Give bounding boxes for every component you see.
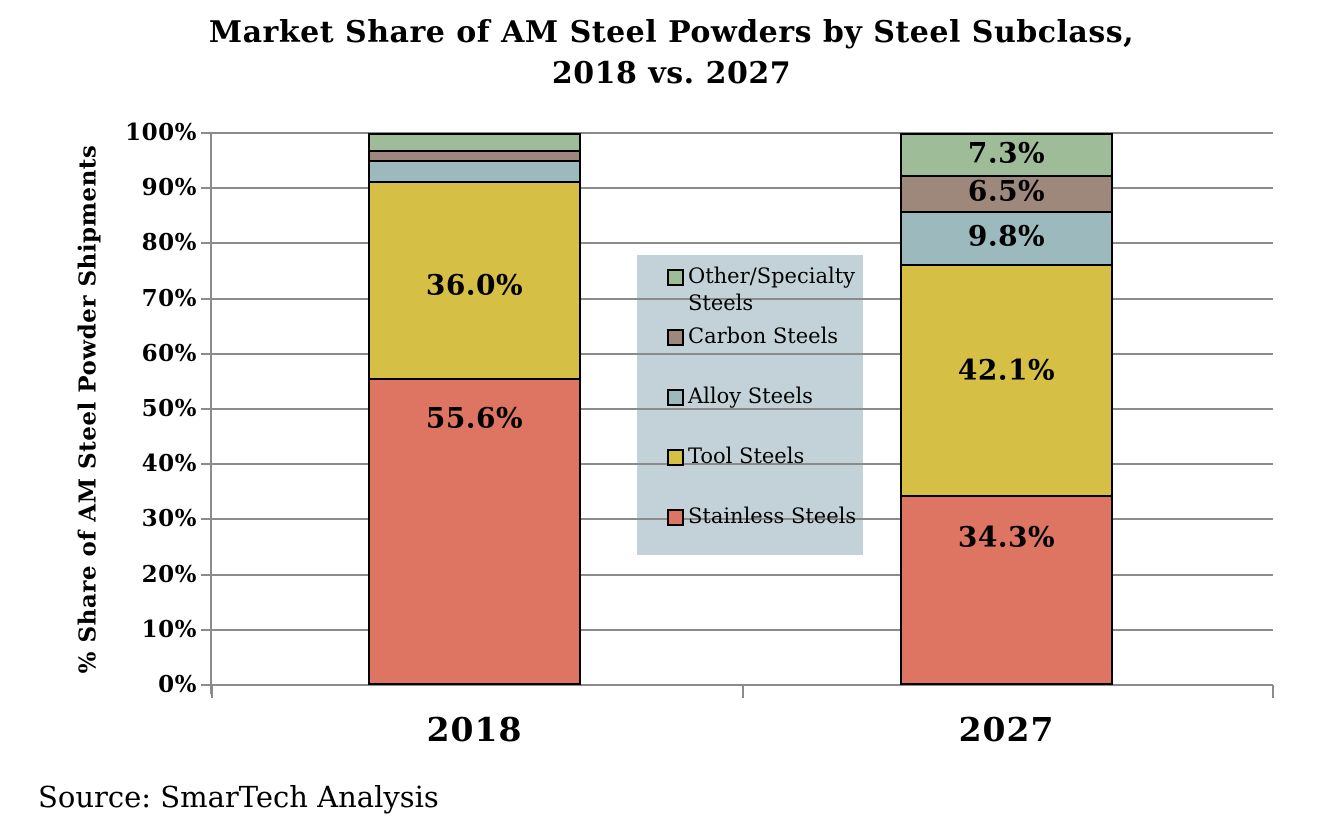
y-tick-label-100%: 100% bbox=[125, 119, 197, 146]
y-tick-label-40%: 40% bbox=[141, 450, 197, 478]
bar-segment-2018-tool-steels bbox=[370, 181, 579, 379]
legend-items: Other/Specialty Steels Carbon Steels Alloy… bbox=[667, 263, 857, 563]
y-tick-label-30%: 30% bbox=[141, 505, 197, 533]
data-label-2027-stainless-steels: 34.3% bbox=[957, 520, 1056, 554]
x-axis-tick bbox=[1272, 685, 1274, 698]
bar-segment-2018-carbon-steels bbox=[370, 150, 579, 161]
data-label-2018-tool-steels: 36.0% bbox=[425, 268, 524, 302]
gridline-10% bbox=[212, 628, 1273, 631]
bar-segment-2027-stainless-steels bbox=[902, 495, 1111, 683]
y-tick-label-20%: 20% bbox=[141, 560, 197, 588]
y-tick-label-80%: 80% bbox=[141, 229, 197, 257]
y-tick-label-10%: 10% bbox=[141, 615, 197, 643]
y-tick-label-50%: 50% bbox=[141, 395, 197, 422]
legend-label: Tool Steels bbox=[688, 444, 805, 468]
x-axis-label-2027: 2027 bbox=[958, 710, 1055, 749]
legend-item-tool-steels: Tool Steels bbox=[667, 443, 857, 503]
gridline-70% bbox=[212, 297, 1273, 300]
y-axis-tick bbox=[201, 297, 212, 300]
legend-swatch bbox=[667, 449, 684, 466]
legend-swatch bbox=[667, 389, 684, 406]
bar-2018 bbox=[368, 133, 581, 685]
y-tick-label-90%: 90% bbox=[141, 174, 197, 202]
chart-title: Market Share of AM Steel Powders by Stee… bbox=[208, 15, 1135, 92]
y-axis-tick bbox=[201, 352, 212, 355]
gridline-20% bbox=[212, 573, 1273, 576]
x-axis-tick bbox=[741, 685, 744, 698]
y-axis-tick bbox=[201, 573, 212, 576]
y-axis-line bbox=[210, 133, 212, 694]
x-axis-tick bbox=[211, 685, 213, 698]
y-tick-label-60%: 60% bbox=[141, 339, 197, 367]
legend-swatch bbox=[667, 509, 684, 526]
bar-segment-2018-stainless-steels bbox=[370, 378, 579, 683]
data-label-2027-tool-steels: 42.1% bbox=[957, 353, 1056, 387]
data-label-2027-carbon-steels: 6.5% bbox=[967, 174, 1046, 208]
data-label-2018-stainless-steels: 55.6% bbox=[425, 401, 524, 435]
plot-area: 55.6% 36.0% 34.3% 42.1% 9.8% 6.5% 7.3% bbox=[212, 132, 1273, 686]
bar-2027 bbox=[900, 133, 1113, 685]
source-note: Source: SmarTech Analysis bbox=[38, 780, 439, 814]
y-axis-tick bbox=[201, 242, 212, 245]
gridline-80% bbox=[212, 242, 1273, 245]
legend-label: Other/Specialty Steels bbox=[688, 264, 855, 315]
x-axis-label-2018: 2018 bbox=[426, 710, 523, 749]
data-label-2027-alloy-steels: 9.8% bbox=[967, 219, 1046, 253]
legend-item-stainless-steels: Stainless Steels bbox=[667, 503, 857, 563]
gridline-90% bbox=[212, 187, 1273, 190]
legend-item-other-specialty-steels: Other/Specialty Steels bbox=[667, 263, 857, 323]
y-axis-tick bbox=[201, 132, 212, 134]
legend-item-carbon-steels: Carbon Steels bbox=[667, 323, 857, 383]
bar-segment-2027-other-specialty-steels bbox=[902, 135, 1111, 175]
gridline-30% bbox=[212, 518, 1273, 521]
gridline-0% bbox=[212, 684, 1273, 686]
legend-label: Carbon Steels bbox=[688, 324, 839, 348]
data-label-2027-other-specialty-steels: 7.3% bbox=[967, 136, 1046, 170]
gridline-60% bbox=[212, 352, 1273, 355]
y-tick-label-70%: 70% bbox=[141, 284, 197, 312]
legend-label: Stainless Steels bbox=[688, 504, 857, 528]
bar-segment-2027-alloy-steels bbox=[902, 210, 1111, 265]
gridline-40% bbox=[212, 463, 1273, 466]
y-axis-tick bbox=[201, 463, 212, 466]
y-axis-tick bbox=[201, 518, 212, 521]
y-axis-tick bbox=[201, 187, 212, 190]
bar-segment-2018-alloy-steels bbox=[370, 160, 579, 182]
legend-item-alloy-steels: Alloy Steels bbox=[667, 383, 857, 443]
gridline-100% bbox=[212, 132, 1273, 134]
y-axis-tick bbox=[201, 628, 212, 631]
legend-swatch bbox=[667, 329, 684, 346]
legend-label: Alloy Steels bbox=[688, 384, 813, 408]
gridline-50% bbox=[212, 408, 1273, 410]
legend-swatch bbox=[667, 269, 684, 286]
y-tick-label-0%: 0% bbox=[158, 671, 197, 698]
bar-segment-2027-carbon-steels bbox=[902, 175, 1111, 211]
y-axis-tick bbox=[201, 408, 212, 410]
bar-segment-2018-other-specialty-steels bbox=[370, 135, 579, 151]
y-axis-tick bbox=[201, 684, 212, 686]
bar-segment-2027-tool-steels bbox=[902, 264, 1111, 496]
